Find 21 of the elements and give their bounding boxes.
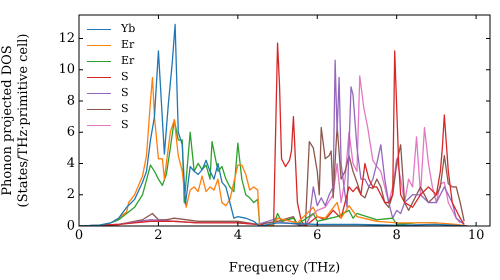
x-tick-label: 10 xyxy=(468,228,484,244)
legend-label: Er xyxy=(121,53,134,69)
y-tick-label: 6 xyxy=(66,124,75,140)
y-tick-label: 10 xyxy=(58,62,75,78)
x-tick-label: 4 xyxy=(234,228,242,244)
legend-label: S xyxy=(121,101,129,117)
legend-label: Er xyxy=(121,37,134,53)
legend-label: S xyxy=(121,117,129,133)
x-tick-label: 2 xyxy=(154,228,163,244)
x-axis-title: Frequency (THz) xyxy=(228,260,340,276)
y-tick-label: 4 xyxy=(66,156,75,171)
y-axis-title: Phonon projected DOS (States/THz·primitive cell) xyxy=(0,33,31,208)
legend-label: S xyxy=(121,69,129,85)
y-tick-label: 2 xyxy=(66,187,75,202)
x-tick-label: 8 xyxy=(392,228,401,244)
y-tick-label: 8 xyxy=(66,93,75,108)
y-tick-label: 12 xyxy=(58,30,75,46)
y-tick-label: 0 xyxy=(66,218,75,234)
legend-label: S xyxy=(121,85,129,101)
x-tick-label: 6 xyxy=(313,228,322,244)
legend-label: Yb xyxy=(121,21,136,37)
